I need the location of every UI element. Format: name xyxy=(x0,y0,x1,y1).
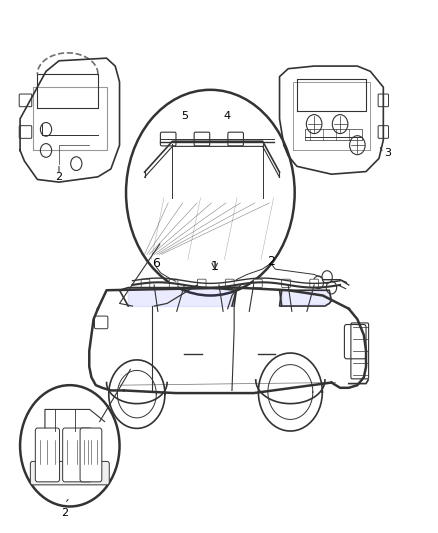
Text: 6: 6 xyxy=(152,257,160,270)
Text: 4: 4 xyxy=(224,110,231,120)
Text: 5: 5 xyxy=(182,110,188,120)
Circle shape xyxy=(306,115,322,134)
FancyBboxPatch shape xyxy=(194,132,210,146)
FancyBboxPatch shape xyxy=(378,94,389,107)
Circle shape xyxy=(126,90,295,295)
FancyBboxPatch shape xyxy=(95,316,108,329)
Circle shape xyxy=(326,281,337,294)
FancyBboxPatch shape xyxy=(228,132,244,146)
FancyBboxPatch shape xyxy=(160,132,176,146)
FancyBboxPatch shape xyxy=(198,279,206,288)
Text: 2: 2 xyxy=(267,255,275,268)
Text: 1: 1 xyxy=(211,260,219,273)
Text: 3: 3 xyxy=(384,148,391,158)
FancyBboxPatch shape xyxy=(254,279,262,288)
Text: 2: 2 xyxy=(61,507,68,518)
FancyBboxPatch shape xyxy=(169,279,178,288)
Circle shape xyxy=(40,123,52,136)
FancyBboxPatch shape xyxy=(35,428,60,482)
Circle shape xyxy=(322,271,332,284)
FancyBboxPatch shape xyxy=(310,279,318,288)
FancyBboxPatch shape xyxy=(282,279,290,288)
Circle shape xyxy=(350,136,365,155)
Circle shape xyxy=(313,276,324,289)
Circle shape xyxy=(332,115,348,134)
FancyBboxPatch shape xyxy=(141,279,150,288)
FancyBboxPatch shape xyxy=(80,428,102,482)
FancyBboxPatch shape xyxy=(19,94,32,107)
Text: 2: 2 xyxy=(56,172,63,182)
FancyBboxPatch shape xyxy=(63,428,92,482)
Circle shape xyxy=(20,385,120,506)
FancyBboxPatch shape xyxy=(226,279,234,288)
FancyBboxPatch shape xyxy=(344,325,366,359)
Circle shape xyxy=(71,157,82,171)
FancyBboxPatch shape xyxy=(19,126,32,139)
Circle shape xyxy=(40,143,52,157)
FancyBboxPatch shape xyxy=(378,126,389,139)
FancyBboxPatch shape xyxy=(30,462,109,485)
